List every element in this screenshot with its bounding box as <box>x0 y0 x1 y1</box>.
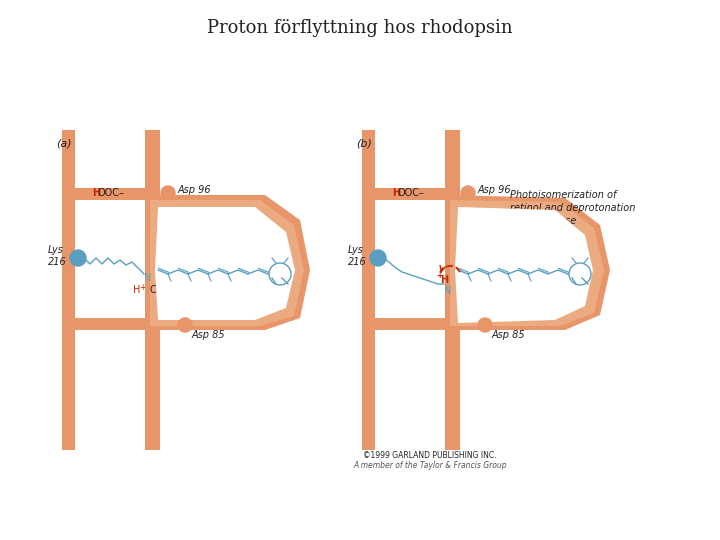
Text: H: H <box>133 285 140 295</box>
Text: N: N <box>444 286 451 296</box>
Polygon shape <box>362 130 375 450</box>
Text: Asp 96: Asp 96 <box>478 185 512 195</box>
Text: ©1999 GARLAND PUBLISHING INC.: ©1999 GARLAND PUBLISHING INC. <box>364 450 497 460</box>
Polygon shape <box>375 188 460 200</box>
Polygon shape <box>145 195 310 330</box>
Text: 216: 216 <box>48 257 67 267</box>
Text: COO: COO <box>150 285 172 295</box>
Polygon shape <box>145 320 160 450</box>
Circle shape <box>161 186 175 200</box>
Text: +: + <box>139 282 145 292</box>
Polygon shape <box>150 200 304 326</box>
Polygon shape <box>375 318 460 330</box>
Text: OOC: OOC <box>455 278 477 288</box>
Circle shape <box>461 186 475 200</box>
Text: OOC–: OOC– <box>98 188 125 198</box>
Text: N: N <box>144 273 151 283</box>
Text: (a): (a) <box>56 138 71 148</box>
Text: (b): (b) <box>356 138 372 148</box>
Polygon shape <box>445 130 460 195</box>
Text: Proton förflyttning hos rhodopsin: Proton förflyttning hos rhodopsin <box>207 19 513 37</box>
Text: –: – <box>168 282 172 292</box>
Circle shape <box>70 250 86 266</box>
Text: 216: 216 <box>348 257 366 267</box>
Text: Asp 96: Asp 96 <box>178 185 212 195</box>
Circle shape <box>478 318 492 332</box>
Circle shape <box>370 250 386 266</box>
Text: H: H <box>92 188 100 198</box>
Text: Lys: Lys <box>348 245 364 255</box>
Polygon shape <box>62 130 75 450</box>
Circle shape <box>178 318 192 332</box>
Polygon shape <box>445 195 610 330</box>
Polygon shape <box>75 188 160 200</box>
Polygon shape <box>75 318 160 330</box>
Text: A member of the Taylor & Francis Group: A member of the Taylor & Francis Group <box>354 462 507 470</box>
Text: +: + <box>436 272 442 280</box>
Polygon shape <box>445 320 460 450</box>
Text: Asp 85: Asp 85 <box>492 330 526 340</box>
Text: Lys: Lys <box>48 245 64 255</box>
Text: H: H <box>440 275 448 285</box>
Text: retinol and deprotonation: retinol and deprotonation <box>510 203 635 213</box>
Text: Photoisomerization of: Photoisomerization of <box>510 190 616 200</box>
Text: Asp 85: Asp 85 <box>192 330 225 340</box>
Polygon shape <box>450 200 604 326</box>
Text: of Schiff base: of Schiff base <box>510 216 576 226</box>
Polygon shape <box>145 130 160 195</box>
Text: H: H <box>392 188 400 198</box>
Text: OOC–: OOC– <box>398 188 425 198</box>
Polygon shape <box>155 207 295 320</box>
Polygon shape <box>455 207 593 323</box>
